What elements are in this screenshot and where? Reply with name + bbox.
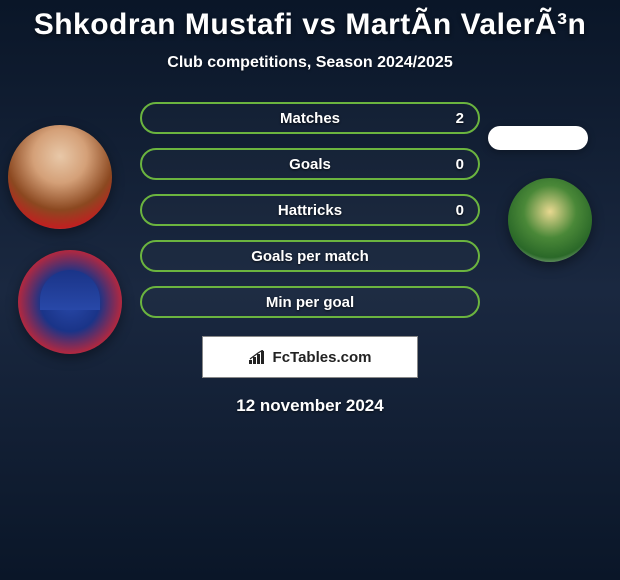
page-title: Shkodran Mustafi vs MartÃ­n ValerÃ³n: [0, 0, 620, 42]
date-text: 12 november 2024: [0, 396, 620, 416]
stat-value: 2: [456, 110, 464, 127]
stat-row-goals-per-match: Goals per match: [140, 240, 480, 272]
stat-label: Matches: [280, 110, 340, 127]
stat-row-matches: Matches 2: [140, 102, 480, 134]
stat-row-min-per-goal: Min per goal: [140, 286, 480, 318]
stat-label: Goals per match: [251, 248, 369, 265]
stat-label: Hattricks: [278, 202, 342, 219]
stat-value: 0: [456, 202, 464, 219]
stat-label: Min per goal: [266, 294, 354, 311]
subtitle: Club competitions, Season 2024/2025: [0, 54, 620, 72]
stat-pills: Matches 2 Goals 0 Hattricks 0 Goals per …: [140, 102, 480, 318]
stat-label: Goals: [289, 156, 331, 173]
source-logo-box: FcTables.com: [202, 336, 418, 378]
stat-row-goals: Goals 0: [140, 148, 480, 180]
bar-chart-icon: [249, 350, 267, 364]
logo-text: FcTables.com: [273, 349, 372, 366]
stat-row-hattricks: Hattricks 0: [140, 194, 480, 226]
stat-value: 0: [456, 156, 464, 173]
stats-area: Matches 2 Goals 0 Hattricks 0 Goals per …: [0, 102, 620, 318]
